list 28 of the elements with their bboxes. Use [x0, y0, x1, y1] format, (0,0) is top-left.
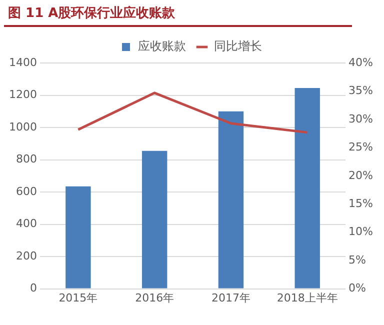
- y2-tick-label: 20%: [348, 168, 374, 182]
- chart-title: 图 11 A股环保行业应收账款: [4, 0, 352, 27]
- x-tick-label: 2015年: [58, 291, 98, 304]
- y-tick-label: 1000: [8, 120, 37, 134]
- y-tick-label: 0: [30, 282, 37, 295]
- legend-label: 应收账款: [138, 39, 186, 54]
- x-tick-label: 2017年: [211, 291, 250, 304]
- y2-tick-label: 5%: [348, 253, 366, 266]
- y-tick-label: 1200: [8, 88, 37, 102]
- bar: [142, 150, 168, 288]
- y-tick-label: 1400: [8, 56, 37, 69]
- y2-tick-label: 25%: [348, 140, 374, 154]
- y-tick-label: 400: [16, 217, 37, 230]
- y-tick-label: 200: [16, 249, 37, 262]
- bar: [218, 111, 244, 288]
- x-tick-label: 2018上半年: [276, 291, 338, 304]
- legend-label: 同比增长: [214, 39, 262, 54]
- x-tick-label: 2016年: [135, 291, 174, 304]
- y2-tick-label: 30%: [348, 112, 374, 126]
- y2-tick-label: 10%: [348, 225, 374, 238]
- y2-tick-label: 15%: [348, 196, 374, 210]
- y-tick-label: 600: [16, 184, 37, 198]
- y2-tick-label: 0%: [348, 282, 366, 295]
- bar: [66, 186, 91, 288]
- y-tick-label: 800: [16, 152, 37, 166]
- y2-tick-label: 40%: [348, 56, 374, 69]
- y2-tick-label: 35%: [348, 84, 374, 98]
- bar: [294, 88, 320, 288]
